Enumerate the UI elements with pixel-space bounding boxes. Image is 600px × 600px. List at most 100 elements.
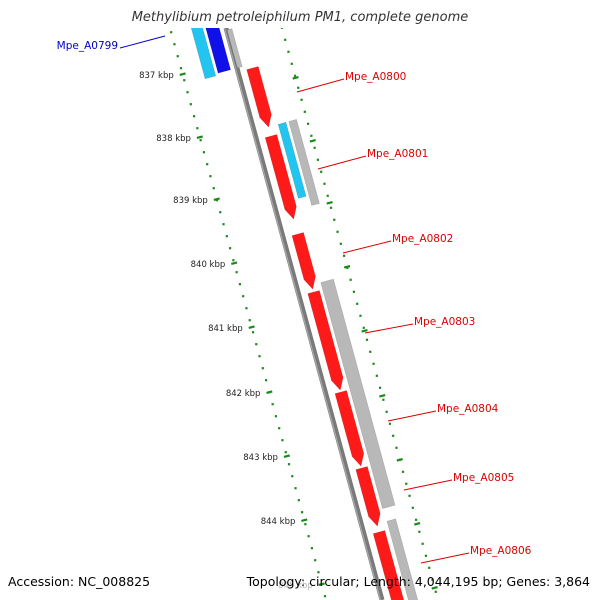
inner-ring-dot	[411, 506, 414, 509]
scale-tick	[179, 72, 186, 77]
forward-gene-arrow[interactable]	[246, 66, 272, 128]
outer-ring-dot	[251, 331, 255, 334]
outer-ring-dot	[209, 175, 212, 178]
inner-ring-dot	[323, 182, 326, 185]
scale-tick	[283, 454, 290, 459]
inner-ring-dot	[392, 434, 395, 437]
outer-ring-dot	[278, 427, 281, 430]
inner-ring-dot	[336, 230, 339, 233]
forward-gene-arrow[interactable]	[291, 232, 316, 290]
outer-ring-dot	[228, 247, 232, 250]
inner-ring-dot	[359, 314, 362, 317]
inner-ring-dot	[369, 350, 372, 353]
gray-feature-bar[interactable]	[320, 278, 396, 509]
gene-label[interactable]: Mpe_A0806	[470, 545, 532, 557]
outer-ring-dot	[314, 559, 317, 562]
outer-ring-dot	[284, 451, 287, 454]
inner-ring-dot	[372, 362, 375, 365]
outer-ring-dot	[245, 307, 248, 310]
gene-label[interactable]: Mpe_A0803	[414, 316, 475, 328]
outer-ring-dot	[261, 367, 264, 370]
outer-ring-dot	[206, 163, 209, 166]
gray-feature-bar[interactable]	[288, 119, 320, 206]
gene-label[interactable]: Mpe_A0802	[392, 233, 453, 245]
scale-ticks: 837 kbp 838 kbp 839 kbp 840 kbp 841 kbp 842 k…	[139, 71, 438, 591]
forward-gene-arrow[interactable]	[372, 530, 405, 600]
scale-tick	[196, 135, 203, 140]
forward-gene-arrow[interactable]	[355, 466, 381, 527]
scale-tick	[248, 325, 255, 330]
genome-backbone	[223, 28, 385, 600]
scale-tick-label: 844 kbp	[261, 517, 296, 527]
scale-tick-label: 843 kbp	[243, 453, 278, 463]
gray-feature-bar[interactable]	[226, 28, 243, 69]
cyan-feature-bar[interactable]	[188, 14, 217, 80]
outer-ring-dot	[222, 223, 225, 226]
inner-ring-dot	[313, 146, 316, 149]
outer-ring-dot	[192, 115, 196, 118]
inner-ring-dot	[290, 62, 293, 65]
outer-ring-dot	[248, 319, 251, 322]
outer-ring-dot	[307, 535, 310, 538]
genome-backbone-highlight	[223, 28, 382, 600]
inner-ring-dot	[329, 206, 333, 209]
inner-ring-dot	[421, 542, 424, 545]
scale-tick	[431, 585, 438, 590]
inner-ring-dot	[424, 554, 428, 557]
forward-gene-arrow[interactable]	[264, 134, 297, 220]
gene-label[interactable]: Mpe_A0805	[453, 472, 514, 484]
inner-ring-dot	[352, 290, 356, 293]
inner-ring-dot	[388, 422, 392, 425]
outer-ring-dot	[186, 91, 189, 94]
inner-ring-dot	[431, 578, 434, 581]
inner-dotted-ring	[274, 3, 437, 593]
inner-ring-dot	[428, 566, 431, 569]
gene-label-leader	[387, 410, 437, 422]
inner-ring-dot	[326, 194, 329, 197]
gene-label[interactable]: Mpe_A0800	[345, 71, 406, 83]
outer-ring-dot	[291, 475, 294, 478]
outer-ring-dot	[173, 43, 176, 46]
outer-ring-dot	[232, 259, 235, 262]
scale-tick-label: 839 kbp	[173, 196, 208, 206]
outer-ring-dot	[225, 235, 228, 238]
outer-ring-dot	[281, 439, 284, 442]
inner-ring-dot	[284, 38, 287, 41]
scale-tick	[414, 521, 421, 526]
forward-gene-arrow[interactable]	[334, 390, 365, 467]
outer-ring-dot	[196, 127, 199, 130]
gene-label[interactable]: Mpe_A0801	[367, 148, 428, 160]
gray-feature-bar[interactable]	[386, 518, 419, 600]
scale-tick	[379, 393, 386, 398]
outer-ring-dot	[255, 343, 258, 346]
reverse-gene-bar[interactable]	[202, 0, 231, 74]
gene-label-leader	[342, 240, 392, 254]
outer-ring-dot	[183, 79, 186, 82]
inner-ring-dot	[333, 218, 336, 221]
gene-label[interactable]: Mpe_A0799	[57, 40, 118, 52]
gene-labels: Mpe_A0799 Mpe_A0800 Mpe_A0801 Mpe_A0802 Mpe_…	[57, 35, 532, 564]
genome-summary-text: Topology: circular; Length: 4,044,195 bp…	[246, 574, 590, 589]
gene-label[interactable]: Mpe_A0804	[437, 403, 499, 415]
outer-ring-dot	[179, 67, 183, 70]
outer-ring-dot	[317, 571, 320, 574]
outer-ring-dot	[212, 187, 215, 190]
gene-label-leader	[296, 78, 345, 93]
inner-ring-dot	[382, 398, 385, 401]
scale-tick	[361, 328, 368, 333]
inner-ring-dot	[349, 278, 352, 281]
scale-tick-label: 838 kbp	[156, 134, 191, 144]
inner-ring-dot	[274, 3, 276, 5]
outer-ring-dot	[235, 271, 238, 274]
inner-ring-dot	[401, 470, 405, 473]
inner-ring-dot	[287, 50, 290, 53]
cyan-feature-bar[interactable]	[277, 121, 307, 199]
gene-label-leader	[420, 552, 470, 564]
inner-ring-dot	[375, 374, 378, 377]
scale-tick	[326, 200, 333, 205]
inner-ring-dot	[339, 242, 342, 245]
map-title: Methylibium petroleiphilum PM1, complete…	[131, 10, 469, 25]
inner-ring-dot	[418, 530, 421, 533]
forward-gene-arrow[interactable]	[307, 290, 344, 391]
